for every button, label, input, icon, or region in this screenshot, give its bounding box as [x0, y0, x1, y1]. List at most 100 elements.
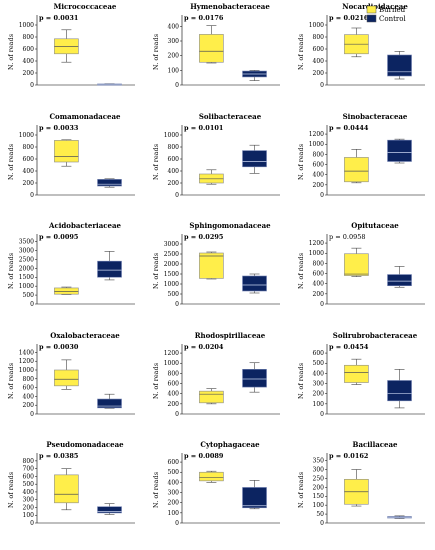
y-tick-label: 200	[313, 391, 325, 398]
y-tick-label: 300	[168, 38, 180, 45]
y-tick-label: 1000	[19, 367, 34, 374]
y-tick-label: 0	[175, 82, 179, 89]
y-tick-label: 800	[313, 151, 325, 158]
panel-title: Solibacteraceae	[199, 112, 262, 121]
y-tick-label: 100	[168, 67, 180, 74]
y-tick-label: 200	[168, 500, 180, 507]
y-axis-label: N. of reads	[152, 253, 160, 289]
y-tick-label: 1200	[19, 358, 34, 365]
y-tick-label: 400	[313, 58, 325, 65]
y-axis-label: N. of reads	[152, 34, 160, 70]
y-tick-label: 200	[168, 53, 180, 60]
box-burned	[54, 468, 79, 511]
y-tick-label: 200	[313, 70, 325, 77]
panel-title: Comamonadaceae	[49, 112, 121, 121]
iqr-box	[242, 487, 267, 509]
panel-title: Acidobacteriaceae	[48, 221, 121, 230]
panel-title: Solirubrobacteraceae	[333, 331, 418, 340]
y-axis-label: N. of reads	[7, 253, 15, 289]
box-control	[242, 480, 267, 510]
p-value-label: p = 0.0385	[39, 452, 79, 460]
iqr-box	[387, 139, 412, 162]
panel-sinobacteraceae: Sinobacteraceae p = 0.0444 N. of reads 0 200…	[297, 112, 425, 199]
y-tick-label: 0	[320, 192, 324, 199]
iqr-box	[242, 369, 267, 388]
iqr-box	[97, 179, 122, 187]
y-axis-label: N. of reads	[297, 472, 305, 508]
y-tick-label: 300	[23, 497, 35, 504]
iqr-box	[97, 506, 122, 514]
y-tick-label: 200	[23, 70, 35, 77]
p-value-label: p = 0.0095	[39, 233, 79, 241]
y-tick-label: 400	[168, 168, 180, 175]
panel-sphingomonadaceae: Sphingomonadaceae p = 0.0295 N. of reads 0 5…	[152, 221, 280, 308]
box-burned	[54, 139, 79, 167]
legend-swatch-control	[366, 14, 377, 23]
panels: Micrococcaceae p = 0.0031 N. of reads 0 200 4…	[7, 2, 425, 527]
y-axis-label: N. of reads	[297, 253, 305, 289]
y-tick-label: 1400	[19, 349, 34, 356]
y-tick-label: 200	[168, 180, 180, 187]
panel-rhodospirillaceae: Rhodospirillaceae p = 0.0204 N. of reads 0 2…	[152, 331, 280, 418]
iqr-box	[242, 150, 267, 168]
box-burned	[199, 388, 224, 405]
iqr-box	[97, 398, 122, 409]
y-tick-label: 800	[23, 34, 35, 41]
panel-title: Pseudomonadaceae	[46, 440, 124, 449]
y-tick-label: 350	[313, 458, 325, 465]
iqr-box	[387, 54, 412, 77]
y-tick-label: 1000	[164, 360, 179, 367]
y-tick-label: 800	[313, 260, 325, 267]
y-tick-label: 400	[313, 172, 325, 179]
p-value-label: p = 0.0295	[184, 233, 224, 241]
iqr-box	[344, 253, 369, 276]
box-control	[387, 51, 412, 80]
p-value-label: p = 0.0030	[39, 343, 79, 351]
iqr-box	[199, 34, 224, 63]
y-tick-label: 2500	[19, 256, 34, 263]
y-tick-label: 0	[320, 82, 324, 89]
p-value-label: p = 0.0176	[184, 14, 224, 22]
panel-title: Sphingomonadaceae	[189, 221, 271, 230]
y-axis-label: N. of reads	[297, 144, 305, 180]
iqr-box	[242, 275, 267, 292]
y-tick-label: 600	[313, 46, 325, 53]
y-tick-label: 1000	[19, 132, 34, 139]
y-axis-label: N. of reads	[7, 363, 15, 399]
y-tick-label: 100	[23, 512, 35, 519]
iqr-box	[344, 364, 369, 383]
y-tick-label: 3500	[19, 239, 34, 246]
box-burned	[199, 251, 224, 280]
y-tick-label: 0	[175, 301, 179, 308]
y-tick-label: 800	[23, 458, 35, 465]
y-tick-label: 400	[23, 168, 35, 175]
box-control	[97, 503, 122, 515]
y-tick-label: 2500	[164, 251, 179, 258]
y-tick-label: 1000	[164, 281, 179, 288]
y-tick-label: 1000	[164, 132, 179, 139]
y-tick-label: 200	[313, 484, 325, 491]
panel-solibacteraceae: Solibacteraceae p = 0.0101 N. of reads 0 200…	[152, 112, 280, 199]
legend-swatch-burned	[366, 5, 377, 14]
box-burned	[199, 169, 224, 185]
y-tick-label: 400	[23, 58, 35, 65]
panel-micrococcaceae: Micrococcaceae p = 0.0031 N. of reads 0 200 4…	[7, 2, 135, 89]
y-tick-label: 800	[23, 376, 35, 383]
y-tick-label: 800	[23, 144, 35, 151]
y-tick-label: 3000	[164, 241, 179, 248]
panel-title: Cytophagaceae	[200, 440, 260, 449]
p-value-label: p = 0.0204	[184, 343, 224, 351]
y-tick-label: 0	[175, 520, 179, 527]
panel-opitutaceae: Opitutaceae p = 0.0958 N. of reads 0 200 400 6…	[297, 221, 425, 308]
y-axis-label: N. of reads	[7, 144, 15, 180]
iqr-box	[97, 260, 122, 278]
p-value-label: p = 0.0958	[329, 233, 365, 241]
p-value-label: p = 0.0454	[329, 343, 369, 351]
y-tick-label: 200	[23, 180, 35, 187]
panel-acidobacteriaceae: Acidobacteriaceae p = 0.0095 N. of reads 0 5…	[7, 221, 135, 308]
y-tick-label: 400	[313, 370, 325, 377]
p-value-label: p = 0.0162	[329, 452, 368, 460]
y-tick-label: 400	[23, 393, 35, 400]
y-tick-label: 300	[313, 381, 325, 388]
